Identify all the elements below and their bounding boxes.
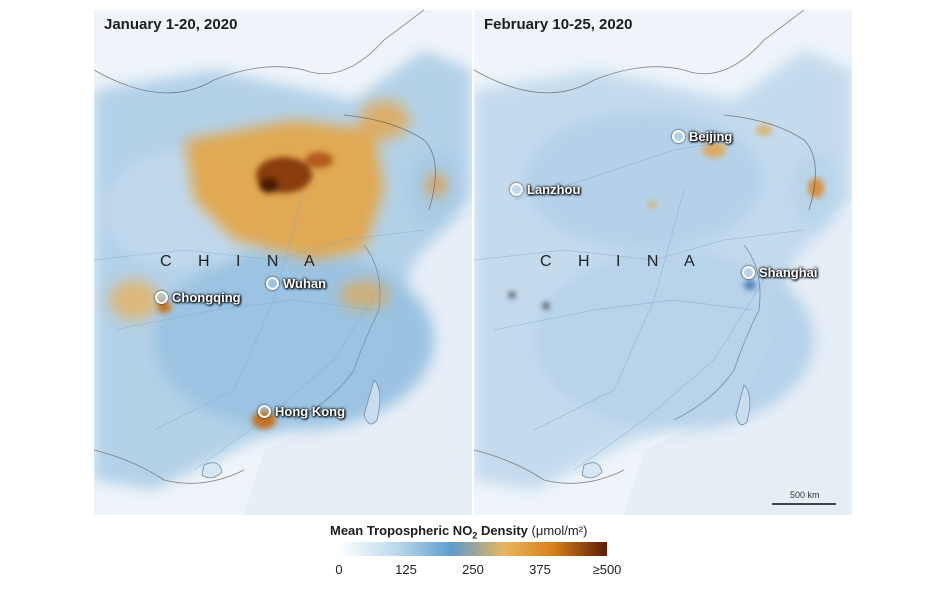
color-legend: Mean Tropospheric NO2 Density (μmol/m²) … [0,522,948,592]
legend-title: Mean Tropospheric NO2 Density (μmol/m²) [330,523,587,541]
panel-title: January 1-20, 2020 [104,16,238,33]
city-label-chongqing: Chongqing [155,290,241,305]
legend-tick: 125 [395,562,417,577]
city-marker-icon [155,291,168,304]
legend-tick: ≥500 [592,562,622,577]
map-panel-february: February 10-25, 2020 C H I N A Beijing L… [474,10,852,515]
city-label-beijing: Beijing [672,129,732,144]
city-name: Chongqing [172,290,241,305]
city-marker-icon [266,277,279,290]
country-label: C H I N A [160,253,326,270]
legend-tick: 0 [335,562,343,577]
city-name: Wuhan [283,276,327,291]
scale-bar-label: 500 km [790,490,820,500]
country-label: C H I N A [540,253,706,270]
map-january-graphic [94,10,472,515]
city-marker-icon [510,183,523,196]
legend-tick: 250 [462,562,484,577]
legend-title-text-suffix: Density [477,523,528,538]
map-february-graphic [474,10,852,515]
city-label-hong-kong: Hong Kong [258,404,345,419]
city-name: Shanghai [759,265,818,280]
legend-color-bar [339,542,607,556]
city-marker-icon [258,405,271,418]
city-label-shanghai: Shanghai [742,265,818,280]
scale-bar-line [772,503,836,505]
map-panel-january: January 1-20, 2020 C H I N A Chongqing W… [94,10,472,515]
city-label-wuhan: Wuhan [266,276,326,291]
city-label-lanzhou: Lanzhou [510,182,580,197]
city-name: Lanzhou [527,182,581,197]
panel-title: February 10-25, 2020 [484,16,633,33]
city-marker-icon [742,266,755,279]
city-marker-icon [672,130,685,143]
legend-tick: 375 [529,562,551,577]
legend-title-subscript: 2 [472,530,478,541]
city-name: Hong Kong [275,404,346,419]
scale-bar: 500 km [772,490,836,505]
legend-title-text: Mean Tropospheric NO [330,523,473,538]
city-name: Beijing [689,129,733,144]
legend-unit: (μmol/m²) [531,523,588,538]
